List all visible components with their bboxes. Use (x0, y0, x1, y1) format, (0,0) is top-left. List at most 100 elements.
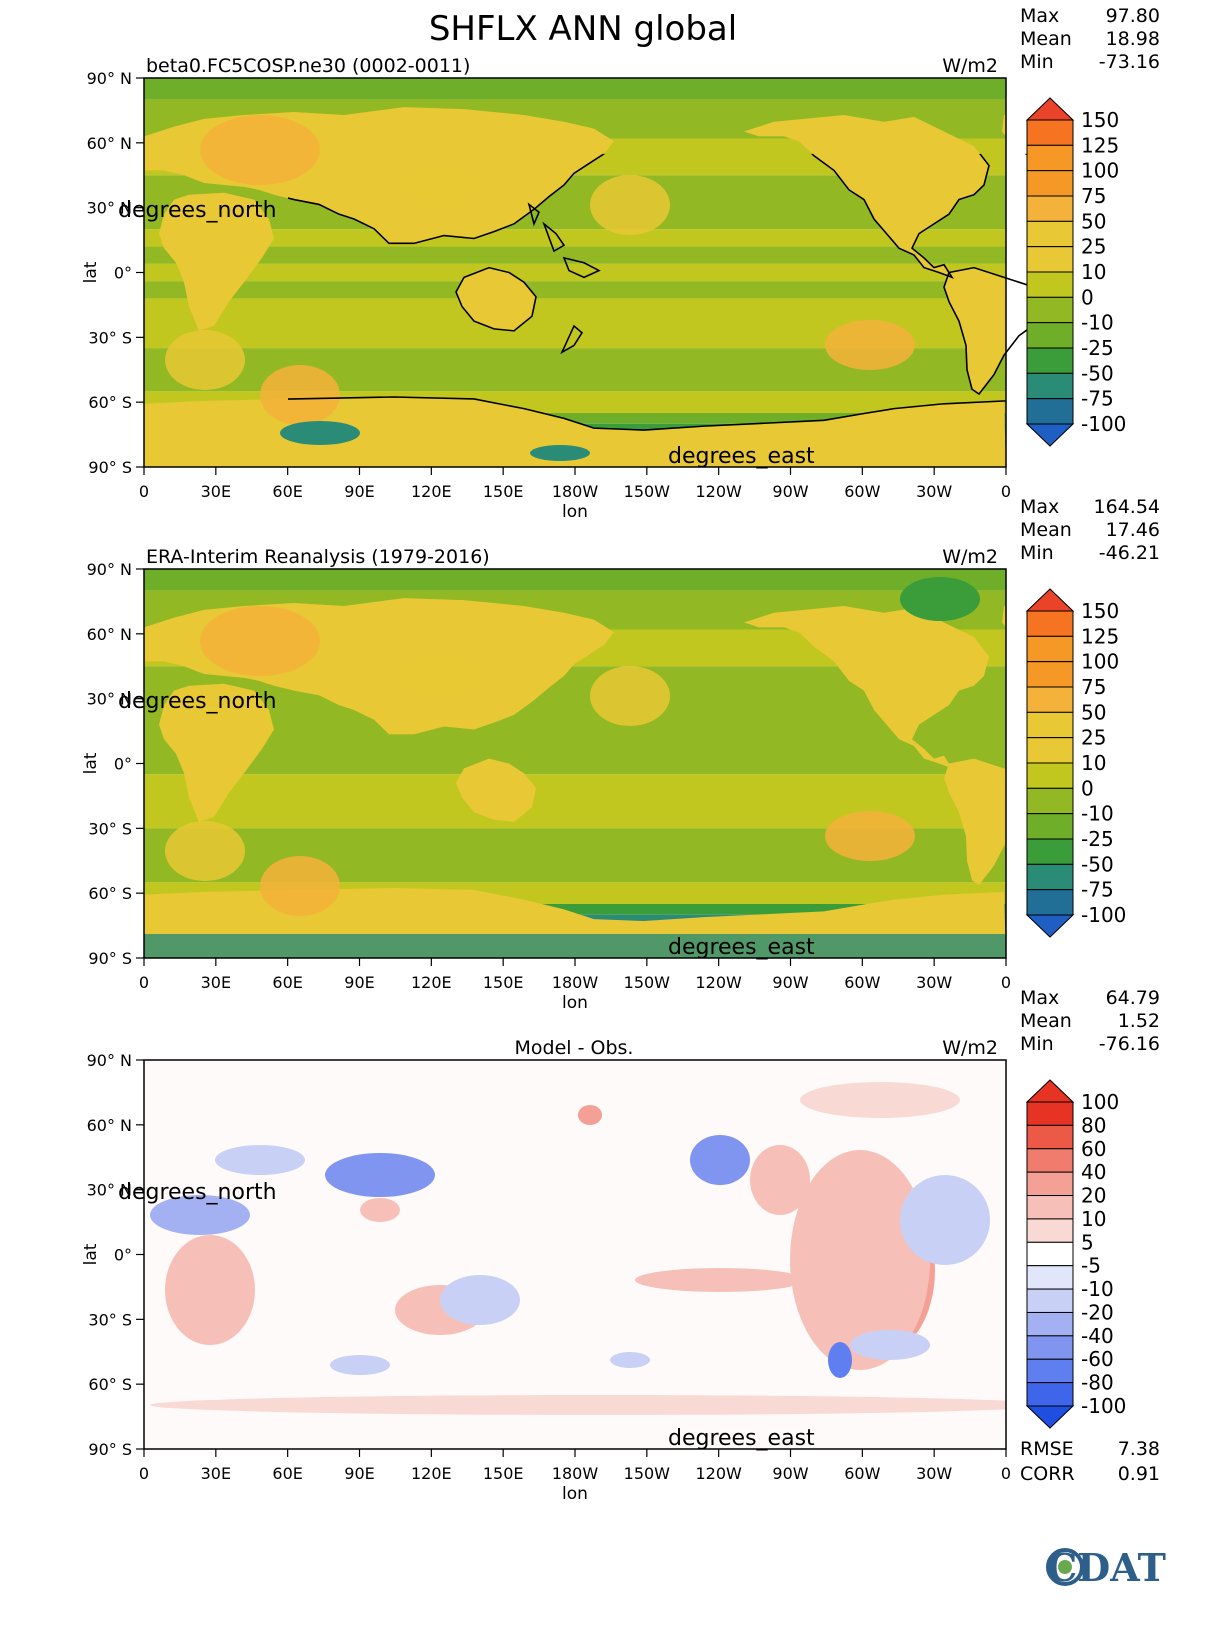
colorbar-label: 0 (1081, 776, 1094, 800)
stat-label: RMSE (1020, 1438, 1074, 1460)
y-tick-label: 60° S (88, 884, 132, 903)
y-units-label: degrees_north (118, 198, 277, 223)
neg-anomaly (150, 1195, 250, 1235)
colorbar-box (1026, 1382, 1074, 1407)
y-tick-label: 30° N (87, 199, 132, 218)
pos-anomaly (750, 1145, 810, 1215)
stat-value: 17.46 (1106, 519, 1160, 541)
pos-anomaly (165, 1235, 255, 1345)
stat-label: Min (1020, 51, 1054, 73)
colorbar-label: 10 (1081, 1207, 1106, 1231)
colorbar-box (1026, 398, 1074, 425)
colorbar-label: 80 (1081, 1113, 1106, 1137)
x-tick-label: 120E (411, 482, 452, 501)
x-tick-label: 150W (624, 482, 671, 501)
x-tick-label: 90E (344, 973, 374, 992)
colorbar-label: -25 (1081, 336, 1114, 360)
x-tick-label: 60E (272, 973, 302, 992)
main-title: SHFLX ANN global (429, 9, 737, 49)
colorbar-box (1026, 1241, 1074, 1267)
colorbar-label: 50 (1081, 209, 1106, 233)
colorbar-box (1026, 1311, 1074, 1337)
x-tick-label: 90W (772, 973, 808, 992)
y-tick-label: 30° N (87, 690, 132, 709)
colorbar-top-arrow (1025, 588, 1075, 612)
colorbar-label: -5 (1081, 1254, 1101, 1278)
colorbar-box (1026, 1288, 1074, 1313)
y-tick-label: 60° S (88, 393, 132, 412)
panel-subtitle: Model - Obs. (515, 1037, 634, 1059)
x-tick-label: 150W (624, 973, 671, 992)
stat-value: 18.98 (1106, 28, 1160, 50)
panel-units: W/m2 (942, 1037, 998, 1059)
x-tick-label: 150E (483, 1464, 524, 1483)
colorbar-label: -100 (1081, 412, 1126, 436)
y-tick-label: 30° S (88, 819, 132, 838)
x-tick-label: 30W (916, 1464, 952, 1483)
colorbar-box (1026, 1358, 1074, 1384)
pos-anomaly (800, 1082, 960, 1118)
stat-label: Mean (1020, 28, 1072, 50)
cold-band (144, 934, 1006, 958)
colorbar-label: 100 (1081, 650, 1119, 674)
colorbar-label: 20 (1081, 1184, 1106, 1208)
x-units-label: degrees_east (668, 1426, 815, 1451)
colorbar-box (1026, 347, 1074, 374)
neg-anomaly (690, 1135, 750, 1185)
stat-label: CORR (1020, 1463, 1075, 1485)
x-axis-label: lon (562, 502, 588, 522)
hot-spot (590, 175, 670, 235)
field-band (144, 78, 1006, 100)
colorbar-label: -10 (1081, 1277, 1114, 1301)
stat-value: -73.16 (1099, 51, 1160, 73)
colorbar-box (1026, 246, 1074, 273)
y-tick-label: 60° S (88, 1375, 132, 1394)
panel-units: W/m2 (942, 55, 998, 77)
neg-anomaly (215, 1145, 305, 1175)
colorbar-box (1026, 838, 1074, 865)
x-axis-label: lon (562, 1484, 588, 1504)
pos-anomaly (790, 1150, 930, 1370)
colorbar-label: 75 (1081, 184, 1106, 208)
y-tick-label: 90° S (88, 458, 132, 477)
x-tick-label: 60E (272, 1464, 302, 1483)
colorbar-label: -50 (1081, 361, 1114, 385)
x-tick-label: 120E (411, 973, 452, 992)
x-tick-label: 30E (201, 973, 231, 992)
colorbar-box (1026, 711, 1074, 739)
stat-label: Max (1020, 5, 1059, 27)
hot-spot (165, 821, 245, 881)
colorbar-box (1026, 1218, 1074, 1243)
y-tick-label: 60° N (87, 1116, 132, 1135)
pos-anomaly (150, 1395, 1006, 1415)
cdat-logo-text: CDAT (1047, 1545, 1166, 1590)
stat-label: Max (1020, 987, 1059, 1009)
x-axis-label: lon (562, 993, 588, 1013)
x-tick-label: 120W (695, 973, 742, 992)
stat-label: Min (1020, 542, 1054, 564)
colorbar-label: 75 (1081, 675, 1106, 699)
panel-subtitle: ERA-Interim Reanalysis (1979-2016) (146, 546, 490, 568)
colorbar-box (1026, 1265, 1074, 1290)
colorbar-bottom-arrow (1025, 1405, 1075, 1429)
neg-anomaly (850, 1330, 930, 1360)
x-tick-label: 60W (844, 1464, 880, 1483)
colorbar-box (1026, 170, 1074, 197)
cold-spot (900, 577, 980, 621)
y-tick-label: 0° (114, 264, 132, 283)
x-tick-label: 150W (624, 1464, 671, 1483)
colorbar-box (1026, 813, 1074, 840)
neg-anomaly (325, 1153, 435, 1197)
colorbar-label: -10 (1081, 802, 1114, 826)
stat-value: 64.79 (1106, 987, 1160, 1009)
y-tick-label: 30° N (87, 1181, 132, 1200)
pos-anomaly (635, 1268, 805, 1292)
cdat-logo-ring (1046, 1548, 1084, 1586)
y-tick-label: 90° N (87, 69, 132, 88)
x-tick-label: 180W (552, 1464, 599, 1483)
colorbar-label: -75 (1081, 387, 1114, 411)
x-tick-label: 180W (552, 973, 599, 992)
colorbar-box (1026, 1195, 1074, 1220)
colorbar-box (1026, 195, 1074, 222)
